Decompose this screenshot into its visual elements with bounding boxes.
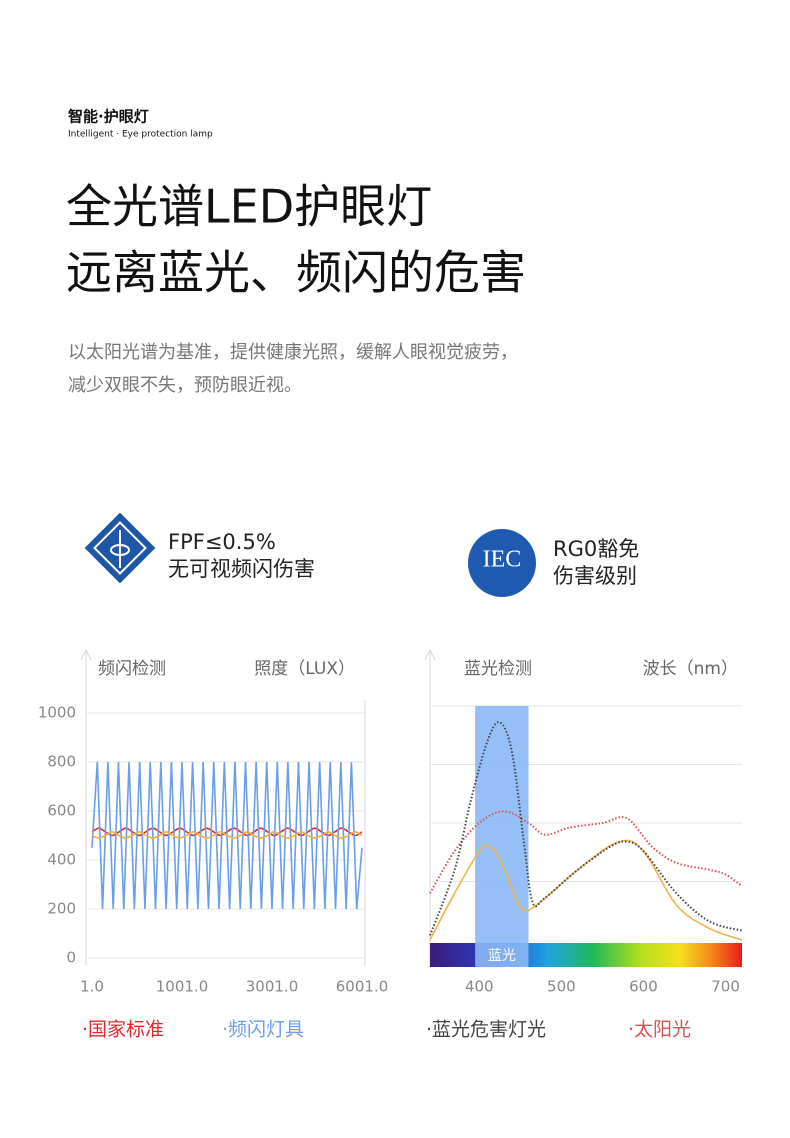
iec-icon-text: IEC: [483, 547, 522, 573]
unit-label: 波长（nm）: [643, 659, 738, 679]
axis: [85, 652, 431, 968]
fpf-icon: [84, 512, 156, 584]
x-tick-label: 400: [465, 978, 494, 996]
axis-label: 频闪检测: [98, 659, 166, 679]
x-tick-label: 1.0: [80, 978, 104, 996]
badge-line: FPF≤0.5%: [168, 530, 276, 554]
legend-entry: ·蓝光危害灯光: [426, 1019, 546, 1041]
y-tick-label: 400: [47, 851, 76, 869]
y-tick-label: 800: [47, 753, 76, 771]
description: 减少双眼不失，预防眼近视。: [68, 375, 302, 396]
y-tick-label: 1000: [38, 704, 76, 722]
legend-entry: ·国家标准: [82, 1019, 164, 1041]
headline: 全光谱LED护眼灯: [66, 180, 432, 234]
x-tick-label: 1001.0: [156, 978, 209, 996]
x-tick-label: 500: [547, 978, 576, 996]
badge-line: 伤害级别: [553, 564, 637, 588]
x-tick-label: 6001.0: [336, 978, 389, 996]
badge-line: RG0豁免: [553, 537, 639, 561]
x-tick-label: 700: [711, 978, 740, 996]
axis-arrow: [424, 648, 436, 661]
series-line: [91, 831, 363, 839]
series-line: [429, 839, 743, 941]
legend-entry: ·太阳光: [628, 1019, 691, 1041]
brand-title: 智能·护眼灯: [68, 108, 149, 126]
badge-line: 无可视频闪伤害: [168, 557, 315, 581]
brand-subtitle: Intelligent · Eye protection lamp: [68, 130, 213, 140]
y-tick-label: 200: [47, 900, 76, 918]
headline: 远离蓝光、频闪的危害: [66, 246, 526, 300]
x-tick-label: 600: [629, 978, 658, 996]
series-line: [429, 810, 743, 894]
iec-icon: [468, 529, 536, 597]
y-tick-label: 0: [66, 949, 76, 967]
blue-light-band: [475, 706, 529, 967]
x-tick-label: 3001.0: [246, 978, 299, 996]
axis-arrow: [80, 648, 92, 661]
y-tick-label: 600: [47, 802, 76, 820]
band-label: 蓝光: [488, 948, 516, 964]
unit-label: 照度（LUX）: [254, 659, 355, 679]
description: 以太阳光谱为基准，提供健康光照，缓解人眼视觉疲劳，: [68, 342, 518, 363]
axis-label: 蓝光检测: [464, 659, 532, 679]
legend-entry: ·频闪灯具: [222, 1019, 304, 1041]
